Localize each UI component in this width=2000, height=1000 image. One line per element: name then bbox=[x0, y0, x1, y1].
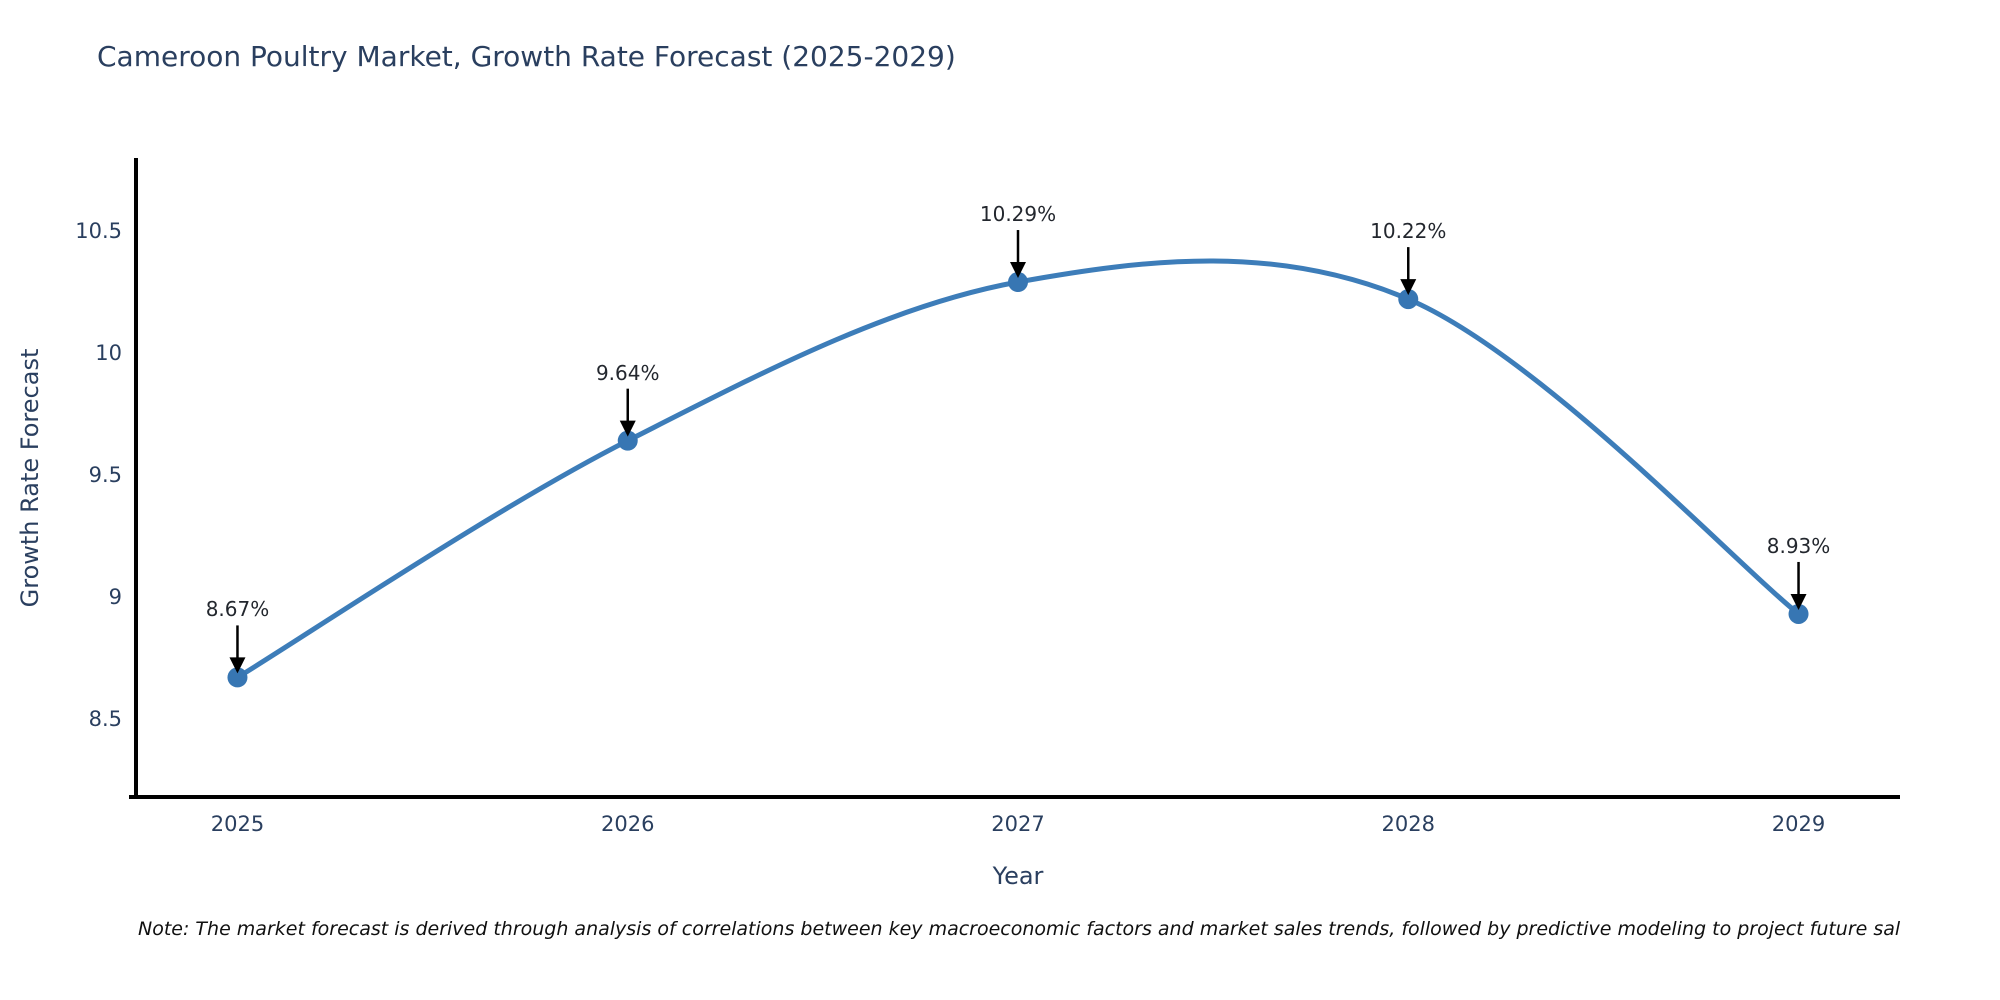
annotation-arrow-head bbox=[229, 657, 246, 674]
data-point-marker bbox=[1008, 272, 1028, 293]
y-tick-label: 8.5 bbox=[88, 706, 122, 731]
data-point-annotation: 9.64% bbox=[595, 360, 660, 385]
x-tick-label: 2025 bbox=[210, 812, 265, 836]
data-point-annotation: 8.93% bbox=[1766, 533, 1831, 558]
annotation-arrow-head bbox=[1400, 279, 1417, 296]
data-point-annotation: 8.67% bbox=[205, 597, 270, 622]
y-axis-label: Growth Rate Forecast bbox=[16, 348, 44, 608]
data-point-marker bbox=[227, 667, 248, 688]
x-tick-label: 2029 bbox=[1771, 812, 1826, 836]
x-tick-label: 2026 bbox=[601, 812, 655, 836]
data-point-marker bbox=[1398, 289, 1419, 310]
forecast-line bbox=[236, 258, 1801, 680]
y-tick-label: 9 bbox=[108, 584, 122, 609]
y-tick-label: 10.5 bbox=[75, 218, 122, 243]
data-point-annotation: 10.22% bbox=[1370, 219, 1447, 244]
data-point-marker bbox=[617, 430, 638, 451]
annotation-arrow-head bbox=[1010, 262, 1026, 279]
chart-title: Cameroon Poultry Market, Growth Rate For… bbox=[97, 40, 956, 73]
y-tick-label: 9.5 bbox=[88, 462, 122, 487]
x-tick-label: 2028 bbox=[1381, 812, 1435, 836]
y-tick-label: 10 bbox=[95, 340, 122, 365]
x-axis-label: Year bbox=[992, 862, 1044, 890]
footnote: Note: The market forecast is derived thr… bbox=[138, 918, 1901, 940]
annotation-arrow-head bbox=[619, 420, 636, 437]
data-point-annotation: 10.29% bbox=[979, 202, 1057, 227]
data-point-marker bbox=[1788, 603, 1809, 624]
x-tick-label: 2027 bbox=[991, 812, 1045, 836]
annotation-arrow-head bbox=[1790, 593, 1807, 610]
